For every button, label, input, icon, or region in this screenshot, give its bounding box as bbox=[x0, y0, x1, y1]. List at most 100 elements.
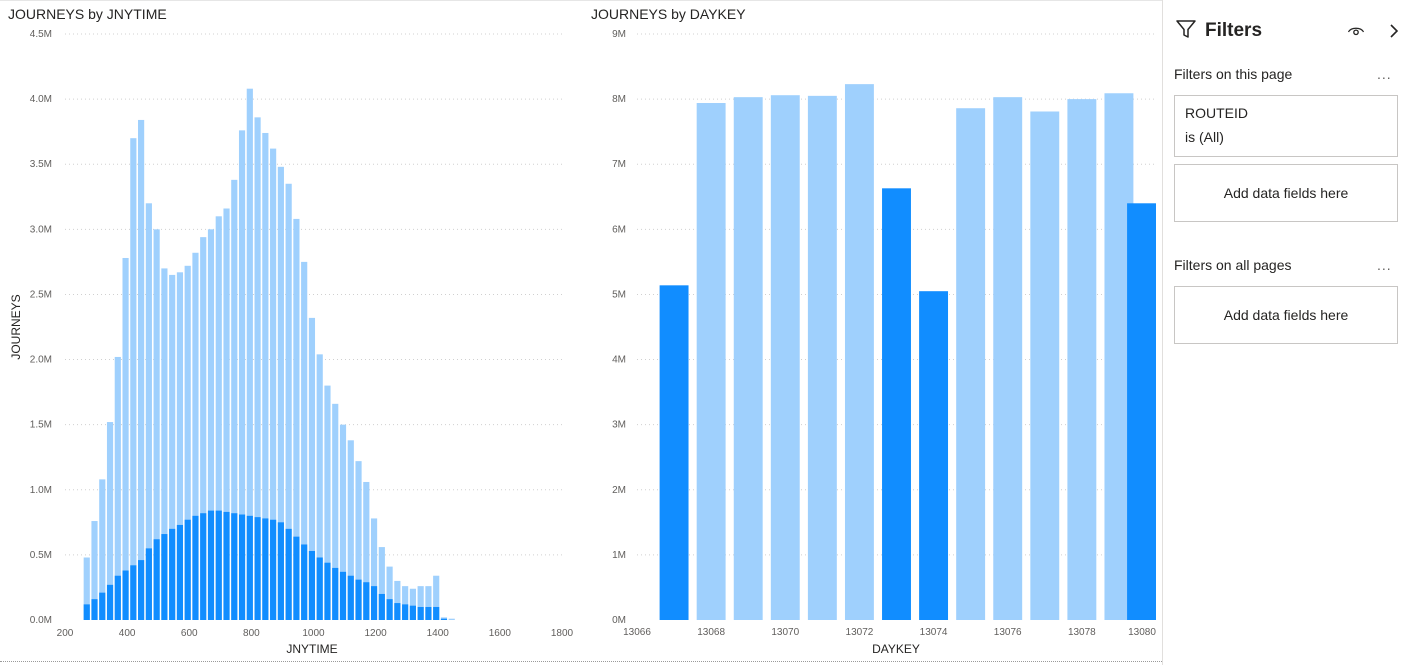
bar-subset[interactable] bbox=[153, 539, 160, 620]
bar-daykey[interactable] bbox=[807, 95, 837, 621]
bar-total[interactable] bbox=[308, 317, 316, 620]
bar-total[interactable] bbox=[270, 148, 277, 620]
bar-subset[interactable] bbox=[347, 575, 354, 620]
bar-subset[interactable] bbox=[215, 510, 222, 620]
bar-total[interactable] bbox=[409, 588, 416, 620]
bar-daykey[interactable] bbox=[882, 188, 911, 620]
bar-subset[interactable] bbox=[130, 565, 137, 620]
bar-subset[interactable] bbox=[207, 510, 215, 620]
bar-total[interactable] bbox=[324, 385, 331, 620]
bar-subset[interactable] bbox=[231, 513, 238, 620]
bar-total[interactable] bbox=[448, 618, 455, 620]
bar-subset[interactable] bbox=[417, 606, 424, 620]
bar-total[interactable] bbox=[316, 354, 323, 620]
bar-total[interactable] bbox=[417, 586, 424, 620]
bar-total[interactable] bbox=[293, 218, 300, 620]
bar-total[interactable] bbox=[122, 257, 129, 620]
bar-subset[interactable] bbox=[91, 599, 98, 620]
bar-subset[interactable] bbox=[176, 524, 184, 620]
bar-subset[interactable] bbox=[324, 562, 331, 620]
bar-daykey[interactable] bbox=[696, 103, 726, 621]
bar-subset[interactable] bbox=[316, 557, 323, 620]
bar-total[interactable] bbox=[425, 586, 432, 620]
bar-subset[interactable] bbox=[169, 528, 176, 620]
histogram-visual[interactable]: JOURNEYS by JNYTIME JNYTIME JOURNEYS 0.0… bbox=[0, 1, 580, 661]
bar-total[interactable] bbox=[394, 580, 401, 620]
bar-total[interactable] bbox=[223, 208, 230, 620]
more-options-button[interactable]: ... bbox=[1377, 66, 1392, 82]
bar-subset[interactable] bbox=[363, 582, 370, 620]
bar-subset[interactable] bbox=[440, 618, 448, 620]
bar-total[interactable] bbox=[262, 132, 269, 621]
bar-subset[interactable] bbox=[293, 536, 300, 620]
bar-daykey[interactable] bbox=[993, 97, 1023, 620]
bar-subset[interactable] bbox=[308, 550, 316, 620]
bar-daykey[interactable] bbox=[919, 291, 949, 620]
bar-subset[interactable] bbox=[332, 567, 339, 620]
bar-subset[interactable] bbox=[339, 571, 347, 620]
bar-subset[interactable] bbox=[394, 603, 401, 620]
filter-card-routeid[interactable]: ROUTEID is (All) bbox=[1174, 95, 1398, 157]
bar-subset[interactable] bbox=[370, 586, 378, 620]
bar-total[interactable] bbox=[370, 518, 378, 620]
bar-subset[interactable] bbox=[161, 534, 168, 620]
bar-daykey[interactable] bbox=[770, 95, 800, 620]
bar-subset[interactable] bbox=[99, 592, 106, 620]
bar-subset[interactable] bbox=[83, 604, 90, 620]
bar-subset[interactable] bbox=[192, 515, 199, 620]
bar-total[interactable] bbox=[207, 229, 215, 621]
daykey-visual[interactable]: JOURNEYS by DAYKEY DAYKEY JOURNEYS 0M1M2… bbox=[582, 1, 1162, 661]
bar-subset[interactable] bbox=[433, 606, 440, 620]
bar-total[interactable] bbox=[402, 586, 409, 620]
bar-total[interactable] bbox=[347, 440, 354, 620]
bar-subset[interactable] bbox=[402, 604, 409, 620]
add-data-fields-all-pages-dropzone[interactable]: Add data fields here bbox=[1174, 286, 1398, 344]
bar-total[interactable] bbox=[130, 138, 137, 620]
bar-total[interactable] bbox=[184, 265, 191, 620]
bar-total[interactable] bbox=[153, 229, 160, 621]
bar-subset[interactable] bbox=[145, 548, 152, 620]
bar-subset[interactable] bbox=[355, 579, 362, 620]
bar-total[interactable] bbox=[83, 557, 90, 620]
bar-subset[interactable] bbox=[223, 511, 230, 620]
bar-total[interactable] bbox=[332, 403, 339, 620]
bar-subset[interactable] bbox=[301, 544, 308, 620]
bar-subset[interactable] bbox=[246, 515, 253, 620]
bar-total[interactable] bbox=[145, 203, 152, 621]
bar-total[interactable] bbox=[355, 461, 362, 620]
eye-icon[interactable] bbox=[1347, 24, 1365, 43]
bar-total[interactable] bbox=[433, 575, 440, 620]
bar-total[interactable] bbox=[277, 166, 284, 620]
bar-total[interactable] bbox=[246, 88, 253, 620]
bar-total[interactable] bbox=[200, 237, 207, 620]
bar-daykey[interactable] bbox=[1030, 111, 1060, 620]
bar-subset[interactable] bbox=[386, 599, 393, 620]
bar-daykey[interactable] bbox=[733, 97, 763, 620]
bar-subset[interactable] bbox=[409, 605, 416, 620]
bar-total[interactable] bbox=[106, 422, 114, 620]
bar-total[interactable] bbox=[99, 479, 106, 620]
bar-total[interactable] bbox=[161, 268, 168, 620]
bar-subset[interactable] bbox=[122, 570, 129, 620]
bar-subset[interactable] bbox=[262, 518, 269, 620]
bar-total[interactable] bbox=[192, 252, 199, 621]
add-data-fields-page-dropzone[interactable]: Add data fields here bbox=[1174, 164, 1398, 222]
bar-subset[interactable] bbox=[425, 606, 432, 620]
bar-total[interactable] bbox=[176, 272, 184, 620]
bar-subset[interactable] bbox=[114, 575, 121, 620]
bar-subset[interactable] bbox=[184, 519, 191, 620]
bar-daykey[interactable] bbox=[844, 84, 874, 620]
bar-total[interactable] bbox=[138, 119, 145, 621]
bar-total[interactable] bbox=[285, 183, 292, 620]
bar-subset[interactable] bbox=[200, 513, 207, 620]
bar-total[interactable] bbox=[378, 547, 385, 620]
bar-daykey[interactable] bbox=[1127, 203, 1156, 621]
bar-total[interactable] bbox=[91, 521, 98, 620]
bar-total[interactable] bbox=[301, 261, 308, 620]
bar-total[interactable] bbox=[363, 481, 370, 620]
bar-total[interactable] bbox=[339, 424, 347, 620]
bar-total[interactable] bbox=[238, 130, 246, 620]
bar-subset[interactable] bbox=[106, 584, 114, 620]
bar-total[interactable] bbox=[386, 566, 393, 620]
bar-total[interactable] bbox=[114, 356, 121, 620]
